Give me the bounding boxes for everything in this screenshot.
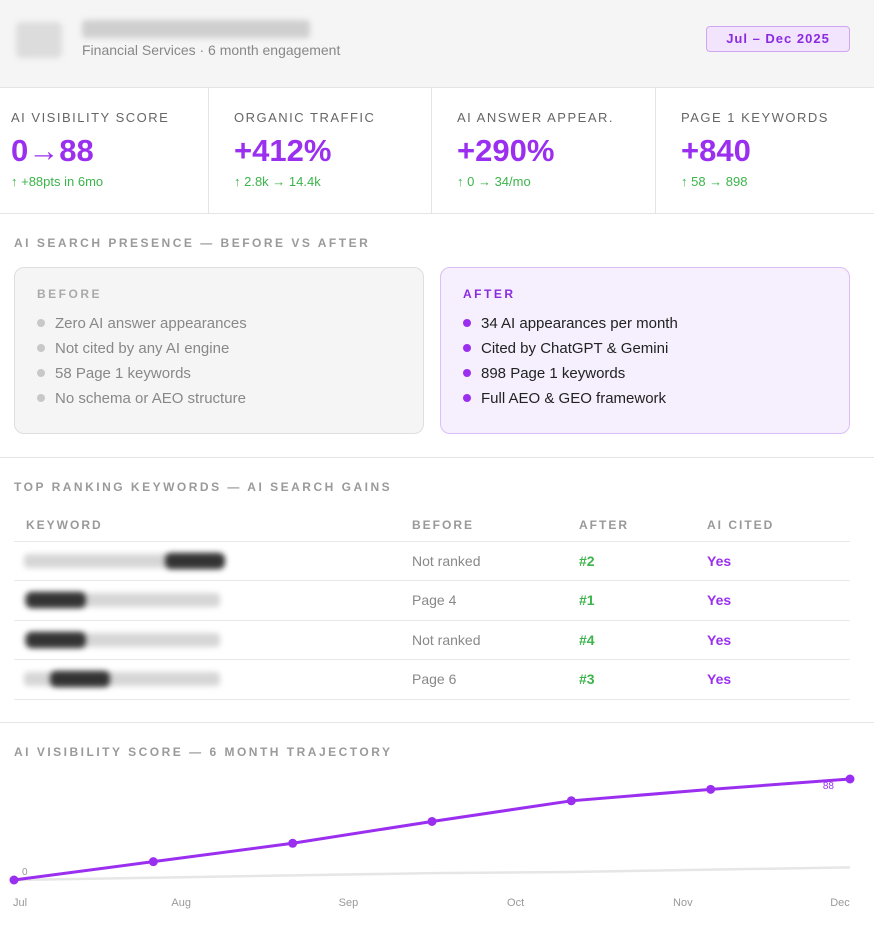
list-item: 898 Page 1 keywords: [481, 365, 626, 382]
series-line: [13, 777, 851, 882]
logo: [16, 22, 62, 58]
metric-divider: [208, 88, 209, 213]
point: [566, 796, 576, 806]
row-line: [14, 541, 850, 542]
chart: Jul Aug Sep Oct Nov Dec 0 88: [9, 774, 855, 909]
metric-label: ORGANIC TRAFFIC: [234, 110, 376, 125]
ai-cited: Yes: [707, 632, 732, 648]
keyword-blurred: [165, 553, 225, 569]
after-rank: #1: [579, 592, 595, 608]
series-line: [13, 866, 851, 882]
list-item: No schema or AEO structure: [55, 390, 246, 407]
x-tick-label: Nov: [673, 897, 693, 909]
point: [288, 838, 298, 848]
ai-cited: Yes: [707, 671, 732, 687]
before-rank: Not ranked: [412, 632, 481, 648]
ai-cited: Yes: [707, 553, 732, 569]
point: [9, 875, 19, 885]
keyword-blurred: [26, 592, 86, 608]
bullet: [463, 344, 471, 352]
metric-divider: [655, 88, 656, 213]
metric-divider: [431, 88, 432, 213]
list-item: Zero AI answer appearances: [55, 315, 247, 332]
metric-label: PAGE 1 KEYWORDS: [681, 110, 829, 125]
section-title: AI SEARCH PRESENCE — BEFORE VS AFTER: [14, 236, 371, 250]
bullet: [37, 344, 45, 352]
row-line: [14, 699, 850, 700]
list-heading: BEFORE: [37, 287, 103, 301]
x-tick-label: Jul: [13, 897, 27, 909]
client-name: [82, 20, 310, 38]
metric-label: AI ANSWER APPEAR.: [457, 110, 614, 125]
date-badge: Jul – Dec 2025: [706, 26, 850, 52]
data-label: 0: [22, 867, 28, 878]
row-line: [14, 659, 850, 660]
metric-change: ↑ +88pts in 6mo: [11, 174, 104, 189]
row-line: [14, 620, 850, 621]
divider: [0, 213, 874, 214]
point: [706, 784, 716, 794]
point: [845, 774, 855, 784]
point: [148, 857, 158, 867]
column-header: BEFORE: [412, 518, 475, 532]
after-rank: #4: [579, 632, 595, 648]
data-label: 88: [823, 781, 835, 792]
before-rank: Page 6: [412, 671, 457, 687]
bullet: [37, 319, 45, 327]
x-tick-label: Aug: [171, 897, 191, 909]
before-box: [14, 267, 424, 434]
bullet: [37, 394, 45, 402]
list-item: 58 Page 1 keywords: [55, 365, 191, 382]
x-tick-label: Dec: [830, 897, 850, 909]
column-header: AI CITED: [707, 518, 775, 532]
column-header: AFTER: [579, 518, 629, 532]
section-title: AI VISIBILITY SCORE — 6 MONTH TRAJECTORY: [14, 745, 393, 759]
section-title: TOP RANKING KEYWORDS — AI SEARCH GAINS: [14, 480, 393, 494]
before-rank: Not ranked: [412, 553, 481, 569]
bullet: [463, 369, 471, 377]
metric-value: +412%: [234, 133, 332, 168]
after-box: [440, 267, 850, 434]
list-heading: AFTER: [463, 287, 516, 301]
metric-change: ↑ 2.8k → 14.4k: [234, 174, 321, 189]
keyword-blurred: [50, 671, 110, 687]
column-header: KEYWORD: [26, 518, 103, 532]
divider: [0, 457, 874, 458]
x-tick-label: Oct: [507, 897, 524, 909]
list-item: Not cited by any AI engine: [55, 340, 230, 357]
bullet: [37, 369, 45, 377]
metric-value: 0→88: [11, 133, 94, 168]
list-item: Cited by ChatGPT & Gemini: [481, 340, 669, 357]
row-line: [14, 580, 850, 581]
ai-cited: Yes: [707, 592, 732, 608]
bullet: [463, 319, 471, 327]
bullet: [463, 394, 471, 402]
metric-label: AI VISIBILITY SCORE: [11, 110, 170, 125]
list-item: Full AEO & GEO framework: [481, 390, 667, 407]
metric-change: ↑ 58 → 898: [681, 174, 748, 189]
metric-value: +290%: [457, 133, 555, 168]
point: [427, 816, 437, 826]
after-rank: #2: [579, 553, 595, 569]
metric-value: +840: [681, 133, 751, 168]
divider: [0, 722, 874, 723]
metric-change: ↑ 0 → 34/mo: [457, 174, 531, 189]
list-item: 34 AI appearances per month: [481, 315, 678, 332]
x-tick-label: Sep: [339, 897, 359, 909]
after-rank: #3: [579, 671, 595, 687]
keyword-blurred: [26, 632, 86, 648]
before-rank: Page 4: [412, 592, 457, 608]
subtitle: Financial Services · 6 month engagement: [82, 42, 341, 58]
